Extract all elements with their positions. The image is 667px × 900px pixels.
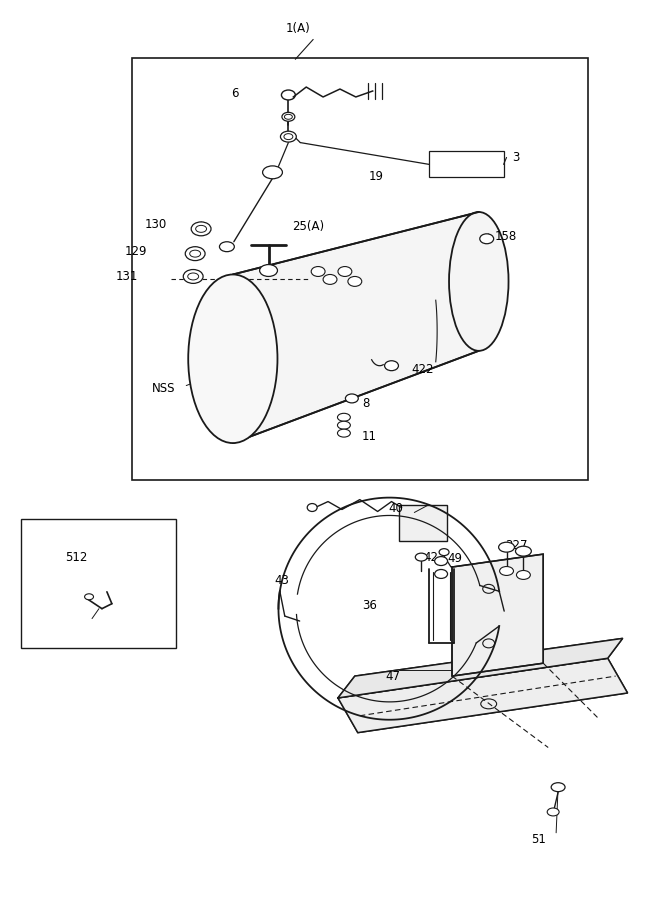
Ellipse shape (282, 112, 295, 122)
Text: 19: 19 (369, 170, 384, 184)
Ellipse shape (551, 783, 565, 792)
Polygon shape (338, 658, 628, 733)
Ellipse shape (516, 546, 532, 556)
Ellipse shape (311, 266, 325, 276)
Text: 422: 422 (412, 363, 434, 375)
Text: 25(A): 25(A) (292, 220, 324, 233)
Ellipse shape (500, 566, 514, 575)
Text: 130: 130 (145, 218, 167, 231)
Ellipse shape (516, 571, 530, 580)
Text: 49: 49 (447, 552, 462, 565)
Ellipse shape (338, 429, 350, 437)
Bar (131, 58, 588, 480)
Ellipse shape (280, 131, 296, 142)
Ellipse shape (499, 542, 514, 552)
Ellipse shape (191, 222, 211, 236)
Text: 129: 129 (125, 245, 147, 257)
Ellipse shape (85, 594, 93, 599)
Ellipse shape (346, 394, 358, 403)
Ellipse shape (263, 166, 282, 179)
Ellipse shape (183, 269, 203, 284)
Bar (400, 505, 447, 541)
Ellipse shape (435, 570, 448, 579)
Ellipse shape (348, 276, 362, 286)
Ellipse shape (219, 242, 234, 252)
Ellipse shape (547, 808, 559, 816)
Text: 51: 51 (531, 832, 546, 846)
Ellipse shape (435, 556, 448, 565)
Text: 1(A): 1(A) (286, 22, 311, 35)
Text: 47: 47 (386, 670, 401, 683)
Text: 131: 131 (116, 269, 138, 283)
Text: 227: 227 (506, 539, 528, 553)
Text: 36: 36 (362, 598, 377, 612)
Ellipse shape (323, 274, 337, 284)
Ellipse shape (385, 361, 398, 371)
Bar (429, 150, 504, 177)
Ellipse shape (307, 504, 317, 511)
Ellipse shape (188, 274, 277, 443)
Ellipse shape (185, 247, 205, 261)
Text: 8: 8 (362, 398, 369, 410)
Ellipse shape (439, 549, 449, 555)
Text: 6: 6 (231, 87, 238, 100)
Ellipse shape (338, 266, 352, 276)
Bar (21, 519, 176, 648)
Text: 42: 42 (424, 551, 438, 564)
Text: 512: 512 (65, 551, 87, 564)
Text: 43: 43 (275, 574, 289, 587)
Polygon shape (233, 212, 479, 443)
Text: 11: 11 (362, 430, 377, 443)
Text: 40: 40 (389, 501, 404, 515)
Text: 158: 158 (495, 230, 517, 243)
Ellipse shape (449, 212, 508, 351)
Ellipse shape (259, 265, 277, 276)
Text: NSS: NSS (151, 382, 175, 394)
Ellipse shape (338, 421, 350, 429)
Polygon shape (338, 638, 622, 698)
Text: 3: 3 (512, 150, 520, 164)
Ellipse shape (338, 413, 350, 421)
Ellipse shape (416, 554, 427, 561)
Ellipse shape (281, 90, 295, 100)
Polygon shape (452, 554, 543, 676)
Ellipse shape (480, 234, 494, 244)
